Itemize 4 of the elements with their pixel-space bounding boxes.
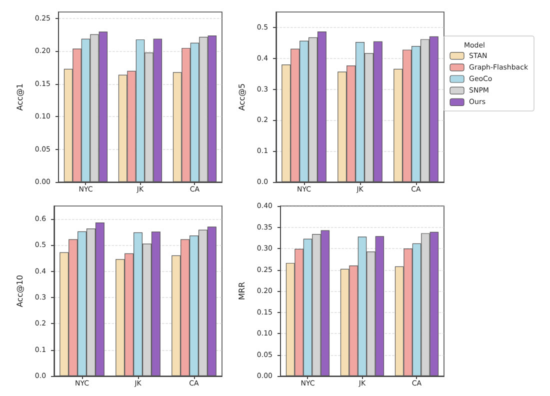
y-axis-title: Acc@1 <box>16 83 24 111</box>
y-axis-title: Acc@5 <box>238 83 246 111</box>
y-axis-title: MRR <box>238 282 246 300</box>
y-axis-title: Acc@10 <box>16 274 24 308</box>
